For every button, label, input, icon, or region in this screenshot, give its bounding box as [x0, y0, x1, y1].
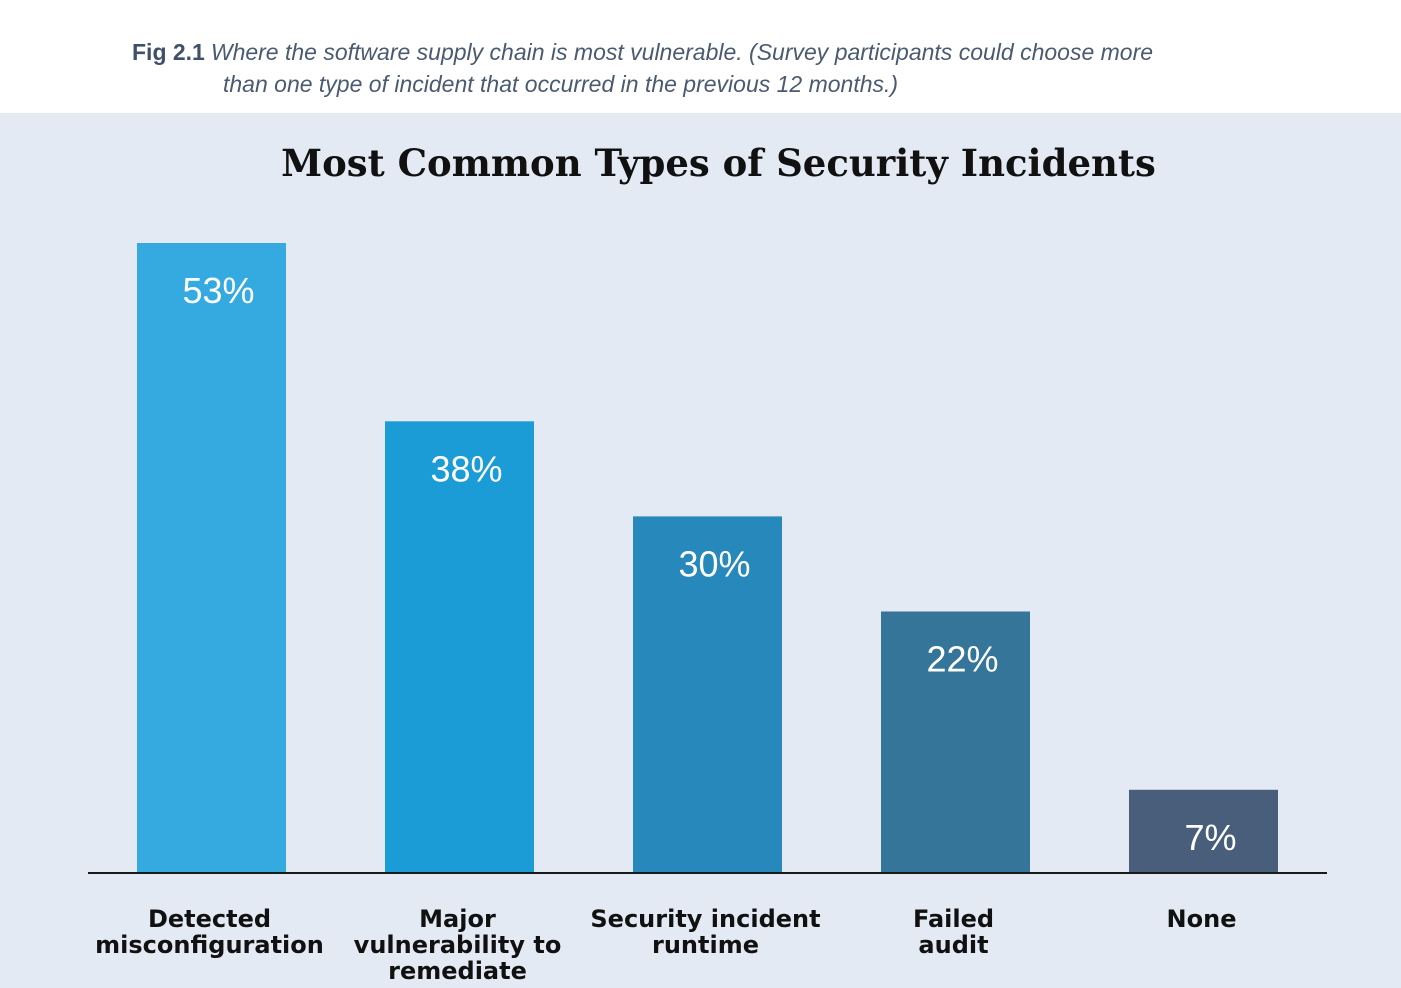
category-label-2-line-1: runtime: [652, 931, 759, 959]
category-label-2-line-0: Security incident: [590, 905, 820, 933]
category-label-0: Detected misconfiguration: [95, 905, 324, 959]
category-label-4-line-0: None: [1167, 905, 1237, 933]
bar-value-label-0: 53%: [182, 270, 254, 311]
category-label-2: Security incident runtime: [590, 905, 820, 959]
bar-0: [137, 243, 286, 873]
category-label-1-line-1: vulnerability to: [354, 931, 562, 959]
category-label-3-line-0: Failed: [913, 905, 994, 933]
category-label-3: Failed audit: [913, 905, 994, 959]
bar-value-label-1: 38%: [430, 448, 502, 489]
category-label-4: None: [1167, 905, 1237, 933]
figure-caption-line2: than one type of incident that occurred …: [223, 71, 899, 97]
bar-1: [385, 421, 534, 873]
bar-value-label-3: 22%: [926, 638, 998, 679]
category-label-1: Major vulnerability to remediate: [354, 905, 562, 985]
category-label-0-line-1: misconfiguration: [95, 931, 324, 959]
bar-value-label-4: 7%: [1184, 817, 1236, 858]
figure-caption: Fig 2.1 Where the software supply chain i…: [132, 36, 1312, 100]
category-label-1-line-2: remediate: [388, 957, 527, 985]
bar-value-label-2: 30%: [678, 543, 750, 584]
bar-2: [633, 516, 782, 873]
category-label-3-line-1: audit: [918, 931, 988, 959]
category-label-1-line-0: Major: [419, 905, 496, 933]
chart-title: Most Common Types of Security Incidents: [281, 141, 1156, 185]
figure-caption-line1: Where the software supply chain is most …: [210, 39, 1154, 65]
bar-3: [881, 611, 1030, 873]
figure-label: Fig 2.1: [132, 39, 205, 65]
bar-4: [1129, 789, 1278, 873]
category-label-0-line-0: Detected: [148, 905, 271, 933]
